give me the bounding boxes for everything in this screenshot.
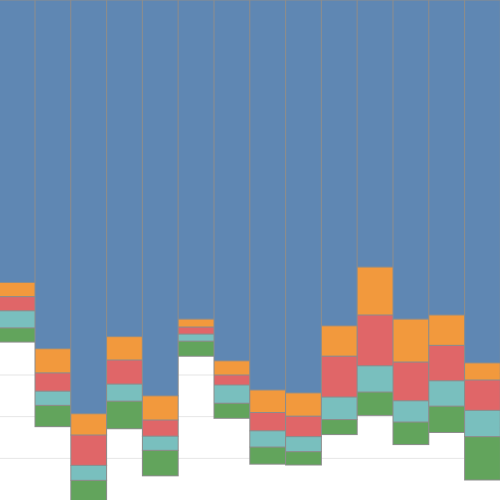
bar-5-segment-3	[141, 419, 179, 437]
bar-13-segment-1	[428, 0, 466, 316]
bar-stack-9	[285, 0, 322, 466]
bar-12-segment-4	[392, 400, 430, 423]
bar-6-segment-2	[177, 318, 215, 328]
bar-9-segment-1	[285, 0, 322, 394]
bar-3-segment-5	[70, 479, 108, 500]
bar-stack-5	[141, 0, 179, 477]
bar-2-segment-4	[34, 390, 72, 406]
bar-3-segment-1	[70, 0, 108, 415]
bar-9-segment-5	[285, 451, 322, 466]
bar-10-segment-1	[320, 0, 358, 327]
bar-13-segment-3	[428, 344, 466, 382]
bar-stack-7	[213, 0, 251, 419]
bar-3-segment-3	[70, 434, 108, 466]
bar-14-segment-5	[464, 436, 500, 481]
bar-14-segment-1	[464, 0, 500, 364]
bar-6-segment-1	[177, 0, 215, 320]
bar-stack-12	[392, 0, 430, 446]
bar-11-segment-2	[356, 266, 394, 316]
bar-stack-3	[70, 0, 108, 500]
bar-7-segment-1	[213, 0, 251, 362]
bar-stack-13	[428, 0, 466, 433]
bar-11-segment-5	[356, 391, 394, 416]
bar-stack-10	[320, 0, 358, 436]
bar-stack-14	[464, 0, 500, 481]
bar-stack-1	[0, 0, 36, 343]
bar-2-segment-1	[34, 0, 72, 350]
bar-6-segment-3	[177, 326, 215, 335]
bar-4-segment-2	[106, 336, 143, 361]
bar-13-segment-5	[428, 405, 466, 433]
bar-14-segment-4	[464, 409, 500, 438]
bar-1-segment-1	[0, 0, 36, 283]
bar-11-segment-3	[356, 314, 394, 367]
bar-1-segment-3	[0, 296, 36, 312]
bar-10-segment-5	[320, 419, 358, 436]
bar-10-segment-2	[320, 325, 358, 357]
bar-4-segment-5	[106, 400, 143, 430]
bar-6-segment-5	[177, 340, 215, 357]
bar-4-segment-1	[106, 0, 143, 338]
bar-10-segment-4	[320, 396, 358, 421]
bar-5-segment-5	[141, 449, 179, 477]
bar-8-segment-3	[249, 412, 287, 432]
bar-1-segment-2	[0, 282, 36, 298]
bar-8-segment-5	[249, 446, 287, 465]
bar-4-segment-3	[106, 359, 143, 385]
bar-stack-8	[249, 0, 287, 465]
bar-12-segment-2	[392, 318, 430, 363]
bar-5-segment-4	[141, 435, 179, 451]
bar-10-segment-3	[320, 355, 358, 398]
bar-2-segment-3	[34, 372, 72, 392]
bar-12-segment-3	[392, 361, 430, 402]
bar-7-segment-4	[213, 384, 251, 404]
bar-stack-11	[356, 0, 394, 416]
bar-3-segment-2	[70, 413, 108, 436]
bar-7-segment-5	[213, 402, 251, 419]
bar-9-segment-2	[285, 392, 322, 417]
bar-stack-6	[177, 0, 215, 357]
bar-14-segment-2	[464, 362, 500, 381]
bar-7-segment-3	[213, 374, 251, 386]
bar-stack-4	[106, 0, 143, 430]
bar-1-segment-4	[0, 310, 36, 329]
bar-8-segment-4	[249, 430, 287, 448]
bar-1-segment-5	[0, 327, 36, 343]
bar-6-segment-4	[177, 333, 215, 342]
bar-3-segment-4	[70, 464, 108, 481]
bar-2-segment-2	[34, 348, 72, 374]
bar-5-segment-1	[141, 0, 179, 397]
bar-11-segment-1	[356, 0, 394, 268]
bar-9-segment-3	[285, 415, 322, 438]
bar-4-segment-4	[106, 383, 143, 402]
bar-13-segment-4	[428, 380, 466, 407]
bar-12-segment-1	[392, 0, 430, 320]
bar-14-segment-3	[464, 379, 500, 411]
bar-13-segment-2	[428, 314, 466, 346]
bar-8-segment-1	[249, 0, 287, 391]
bar-8-segment-2	[249, 389, 287, 413]
bar-2-segment-5	[34, 404, 72, 428]
bar-11-segment-4	[356, 365, 394, 393]
bar-stack-2	[34, 0, 72, 428]
bar-9-segment-4	[285, 436, 322, 453]
bar-7-segment-2	[213, 360, 251, 376]
bar-12-segment-5	[392, 421, 430, 446]
bar-5-segment-2	[141, 395, 179, 421]
